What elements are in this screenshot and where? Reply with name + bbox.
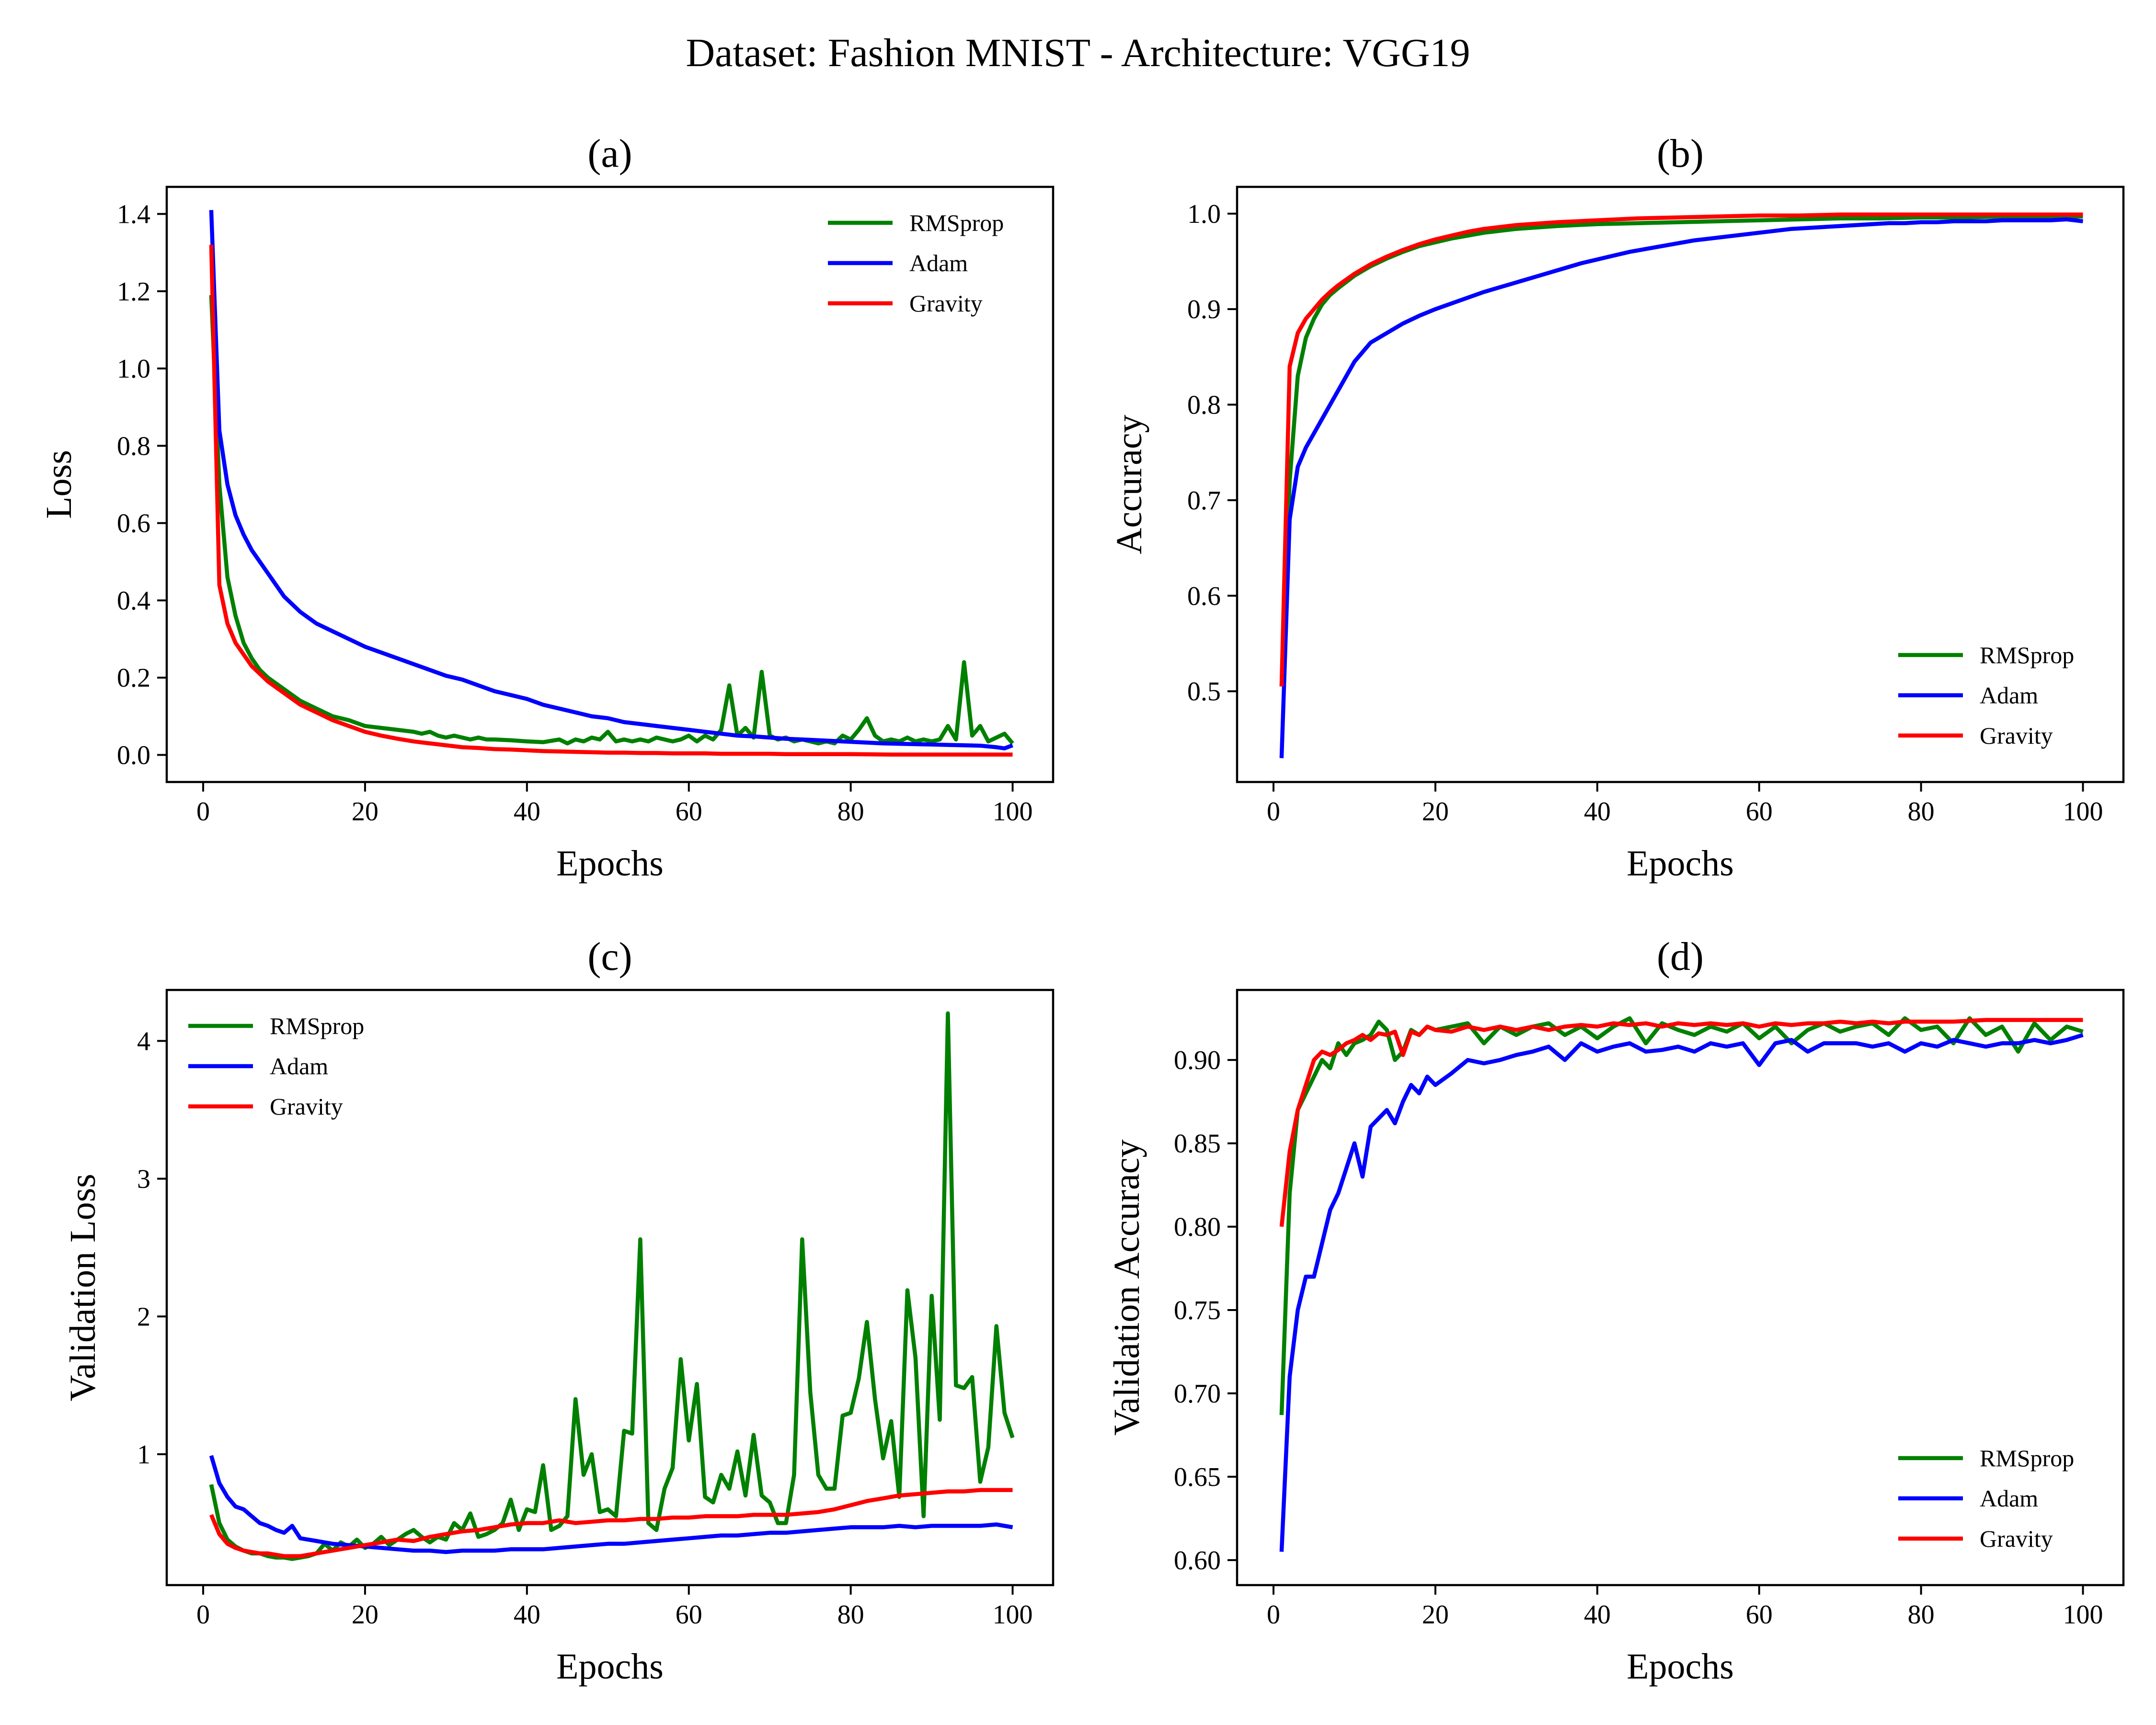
y-tick-label: 3 [137,1164,150,1194]
series-line-adam [1279,217,2083,759]
legend-label: Gravity [1980,1525,2053,1552]
x-tick-label: 40 [1584,1600,1611,1630]
legend-label: RMSprop [1980,1445,2074,1472]
y-axis-label: Validation Accuracy [1107,1139,1147,1436]
x-tick-label: 20 [352,1600,378,1630]
series-line-rmsprop [209,295,1014,746]
y-tick-label: 0.0 [117,741,150,770]
y-tick-label: 0.8 [1187,391,1221,420]
legend-label: RMSprop [270,1012,364,1039]
legend-label: Adam [1980,1485,2038,1512]
legend-label: RMSprop [1980,642,2074,668]
x-tick-label: 40 [514,1600,540,1630]
series-line-adam [209,210,1014,751]
x-tick-label: 60 [676,797,702,827]
y-tick-label: 0.70 [1174,1379,1221,1409]
y-axis-label: Validation Loss [63,1174,103,1402]
series-line-gravity [209,1488,1013,1558]
x-axis-label: Epochs [556,843,664,884]
figure-suptitle: Dataset: Fashion MNIST - Architecture: V… [686,31,1470,75]
y-axis-label: Accuracy [1109,414,1149,554]
series-line-gravity [1279,1018,2083,1227]
x-tick-label: 60 [1746,797,1773,827]
y-tick-label: 0.5 [1187,677,1221,707]
y-tick-label: 0.6 [1187,581,1221,611]
panel-title: (b) [1657,131,1704,176]
series-line-gravity [209,244,1013,757]
legend-label: RMSprop [909,209,1004,236]
x-tick-label: 40 [514,797,540,827]
x-tick-label: 0 [1267,797,1280,827]
y-tick-label: 0.2 [117,663,150,693]
legend-label: Gravity [909,290,983,317]
x-axis-label: Epochs [556,1646,664,1687]
x-tick-label: 60 [676,1600,702,1630]
y-tick-label: 1.2 [117,277,150,307]
x-tick-label: 80 [837,1600,864,1630]
legend-label: Adam [1980,682,2038,709]
x-tick-label: 0 [196,797,210,827]
x-tick-label: 100 [993,1600,1033,1630]
plot-frame [1236,185,2125,783]
x-tick-label: 100 [2063,797,2103,827]
series-line-rmsprop [1279,214,2083,687]
panel-title: (c) [587,934,632,979]
y-tick-label: 0.80 [1174,1212,1221,1242]
y-tick-label: 0.6 [117,509,150,539]
x-tick-label: 100 [2063,1600,2103,1630]
x-tick-label: 0 [196,1600,210,1630]
y-tick-label: 0.60 [1174,1546,1221,1576]
y-tick-label: 0.4 [117,586,150,616]
legend: RMSprop Adam Gravity [828,209,1004,317]
x-tick-label: 20 [1422,797,1449,827]
y-tick-label: 4 [137,1026,150,1056]
legend-label: Adam [270,1053,328,1080]
y-tick-label: 0.7 [1187,486,1221,516]
legend-label: Adam [909,250,968,276]
panel-title: (d) [1657,934,1704,979]
plot-frame [1236,989,2125,1587]
x-tick-label: 0 [1267,1600,1280,1630]
y-axis-label: Loss [39,450,79,519]
y-tick-label: 1.0 [1187,199,1221,229]
series-line-gravity [1279,212,2083,687]
legend: RMSprop Adam Gravity [1898,1445,2074,1552]
y-tick-label: 0.90 [1174,1046,1221,1075]
x-tick-label: 20 [1422,1600,1449,1630]
legend-label: Gravity [270,1093,343,1120]
chart-panel: 0 20 40 60 80 100 0.60 0.65 0.70 0.75 0.80 0.85 0.90… [1107,934,2125,1687]
x-tick-label: 80 [837,797,864,827]
chart-panel: 0 20 40 60 80 100 0.5 0.6 0.7 0.8 0.9 1.0 (b) Epochs A… [1109,131,2125,884]
y-tick-label: 1.4 [117,199,150,229]
x-axis-label: Epochs [1627,1646,1734,1687]
legend-label: Gravity [1980,722,2053,749]
y-tick-label: 1.0 [117,354,150,384]
x-tick-label: 80 [1908,797,1935,827]
chart-panel: 0 20 40 60 80 100 1 2 3 4 (c) Epochs Validation Loss… [63,934,1055,1687]
y-tick-label: 0.75 [1174,1296,1221,1325]
y-tick-label: 0.85 [1174,1129,1221,1159]
series-line-adam [1279,1033,2084,1552]
plot-frame [165,989,1055,1587]
y-tick-label: 0.65 [1174,1462,1221,1492]
series-line-adam [209,1455,1013,1554]
x-tick-label: 60 [1746,1600,1773,1630]
x-tick-label: 80 [1908,1600,1935,1630]
legend: RMSprop Adam Gravity [188,1012,364,1120]
x-tick-label: 40 [1584,797,1611,827]
chart-panels: 0 20 40 60 80 1000.00.20.40.60.81.01.21.4(a)E… [39,131,2125,1687]
plot-frame [165,185,1055,783]
panel-title: (a) [587,131,632,176]
y-tick-label: 1 [137,1440,150,1470]
legend: RMSprop Adam Gravity [1898,642,2074,749]
y-tick-label: 0.8 [117,431,150,461]
x-tick-label: 100 [993,797,1033,827]
series-line-rmsprop [1279,1016,2084,1415]
y-tick-label: 2 [137,1302,150,1332]
x-axis-label: Epochs [1627,843,1734,884]
chart-panel: 0 20 40 60 80 100 0.0 0.2 0.4 0.6 0.8 1.0 1.2 1.4 (a) E… [39,131,1055,884]
x-tick-label: 20 [352,797,378,827]
y-tick-label: 0.9 [1187,295,1221,324]
